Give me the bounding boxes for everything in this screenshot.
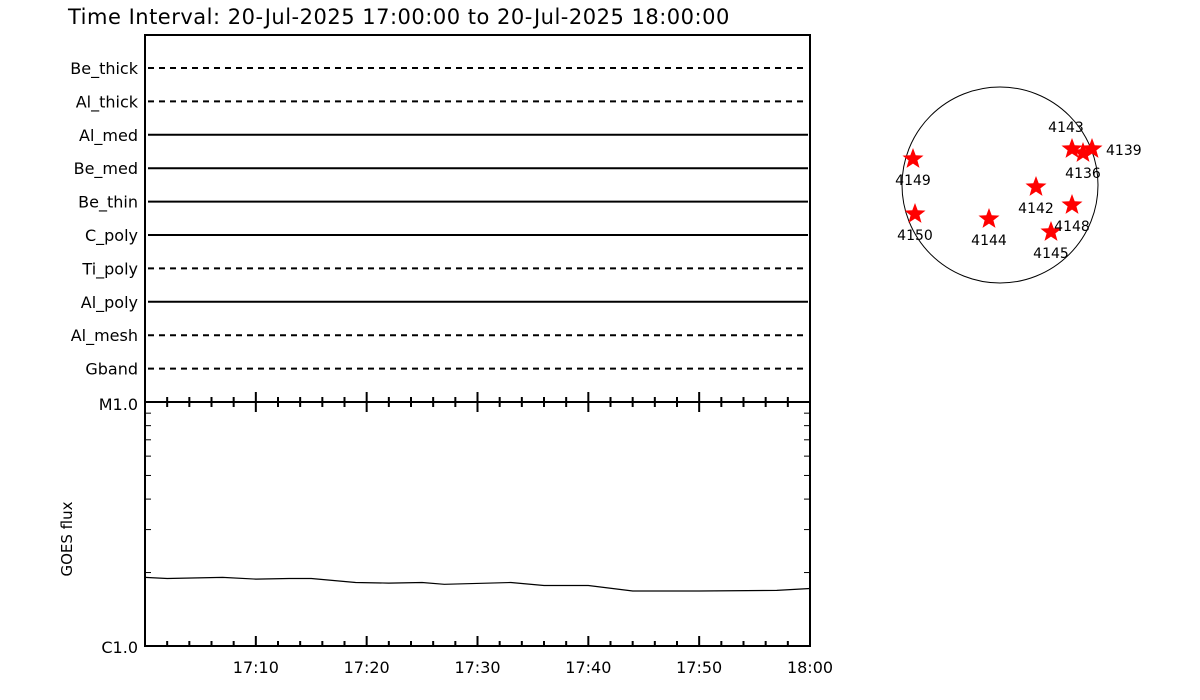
x-tick-label: 17:50: [676, 658, 722, 677]
filter-label: Be_thin: [78, 193, 138, 213]
x-tick-label: 17:30: [454, 658, 500, 677]
region-label: 4149: [895, 173, 931, 189]
filter-panel-frame: [144, 34, 811, 403]
region-label: 4136: [1065, 166, 1101, 182]
region-star-4144: [978, 208, 1000, 228]
filter-label: Ti_poly: [81, 259, 138, 279]
region-label: 4148: [1054, 219, 1090, 235]
region-label: 4142: [1018, 201, 1054, 217]
region-star-4142: [1025, 176, 1047, 196]
region-star-4148: [1061, 194, 1083, 214]
filter-label: Al_mesh: [71, 326, 138, 346]
y-axis-label: GOES flux: [58, 501, 76, 576]
solar-limb: [901, 86, 1099, 284]
filter-label: Al_med: [79, 126, 138, 146]
filter-label: C_poly: [85, 226, 138, 246]
plot-title: Time Interval: 20-Jul-2025 17:00:00 to 2…: [67, 5, 730, 29]
filter-panel: Be_thick Al_thick Al_med Be_med Be_thin C_pol…: [70, 34, 811, 403]
region-star-4139: [1081, 138, 1103, 158]
filter-label: Be_thick: [70, 59, 138, 79]
region-label: 4144: [971, 233, 1007, 249]
goes-panel: M1.0 C1.0 GOES flux 17:10 17:20 17:30 17:40 17:…: [58, 392, 833, 677]
region-star-4145: [1040, 221, 1062, 241]
y-tick-label-top: M1.0: [99, 395, 138, 414]
y-tick-label-bottom: C1.0: [101, 638, 138, 657]
filter-label: Gband: [85, 360, 138, 379]
goes-flux-line: [144, 576, 811, 592]
region-star-4136: [1072, 142, 1094, 162]
region-label: 4145: [1033, 246, 1069, 262]
region-star-4150: [904, 203, 926, 223]
goes-panel-frame: [144, 401, 811, 647]
region-label: 4139: [1106, 143, 1142, 159]
filter-label: Be_med: [74, 159, 138, 179]
x-tick-label: 17:10: [233, 658, 279, 677]
x-tick-label: 17:20: [344, 658, 390, 677]
region-star-4149: [902, 148, 924, 168]
filter-label: Al_poly: [81, 293, 138, 313]
region-label: 4143: [1048, 120, 1084, 136]
region-label: 4150: [897, 228, 933, 244]
filter-label: Al_thick: [76, 92, 139, 112]
x-tick-label: 17:40: [565, 658, 611, 677]
region-star-4143: [1061, 138, 1083, 158]
x-tick-label: 18:00: [787, 658, 833, 677]
